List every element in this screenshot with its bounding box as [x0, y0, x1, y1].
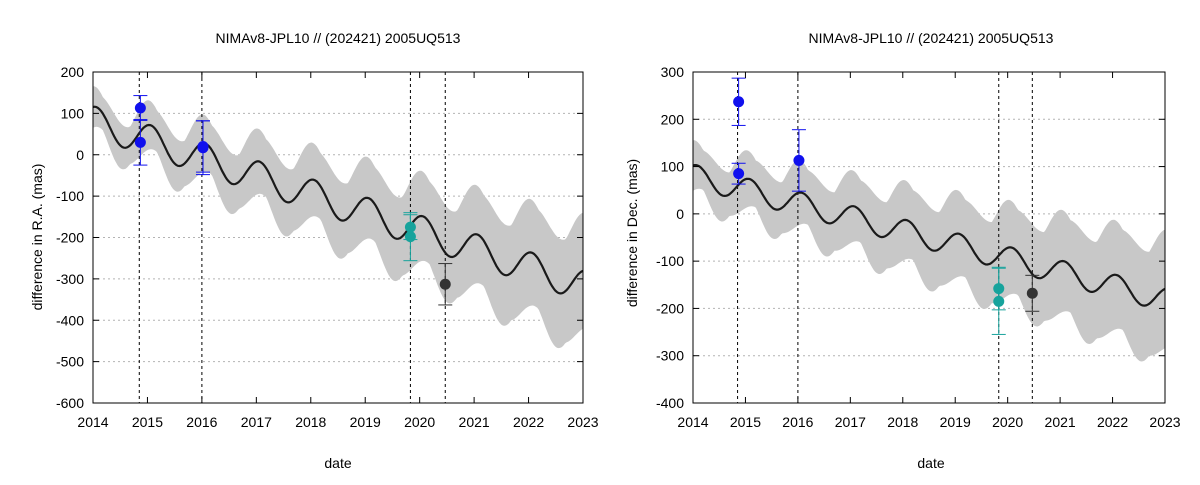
ra-x-tick-label: 2021	[459, 414, 490, 430]
ra-x-tick-label: 2014	[77, 414, 108, 430]
dec-y-axis-label: difference in Dec. (mas)	[624, 159, 640, 307]
ra-x-tick-label: 2023	[567, 414, 598, 430]
dec-y-tick-label: 200	[661, 111, 685, 127]
dec-point-blue	[793, 154, 805, 166]
dec-chart-title: NIMAv8-JPL10 // (202421) 2005UQ513	[809, 30, 1054, 46]
dec-x-tick-label: 2022	[1097, 414, 1128, 430]
ra-y-tick-label: 100	[61, 105, 85, 121]
dec-x-tick-label: 2020	[992, 414, 1023, 430]
dec-x-tick-label: 2015	[730, 414, 761, 430]
ra-model-line	[93, 105, 583, 295]
ra-data-points	[133, 95, 453, 306]
ra-chart-title: NIMAv8-JPL10 // (202421) 2005UQ513	[216, 30, 461, 46]
ra-point-teal	[404, 231, 416, 243]
dec-x-axis-label: date	[917, 455, 944, 471]
ra-x-tick-label: 2017	[241, 414, 272, 430]
dec-y-tick-label: 300	[661, 64, 685, 80]
ra-y-tick-label: 200	[61, 64, 85, 80]
ra-point-blue	[134, 102, 146, 114]
dec-plot-frame	[692, 71, 1166, 404]
dec-tick-marks: 300 200 100 0 -100 -200 -300 -400 2014 2015 2016 20…	[656, 64, 1181, 430]
ra-y-tick-label: -200	[56, 230, 84, 246]
ra-observation-lines	[138, 72, 446, 403]
dec-data-points	[731, 77, 1040, 335]
dec-y-tick-label: -300	[656, 348, 684, 364]
dec-panel: NIMAv8-JPL10 // (202421) 2005UQ513 date …	[624, 30, 1181, 471]
ra-panel: NIMAv8-JPL10 // (202421) 2005UQ513 date …	[29, 30, 599, 471]
dec-point-dark	[1026, 287, 1038, 299]
ra-x-tick-label: 2018	[295, 414, 326, 430]
ra-y-tick-label: -500	[56, 354, 84, 370]
dec-y-tick-label: 100	[661, 159, 685, 175]
dec-model-line	[693, 164, 1165, 307]
dec-y-tick-label: -100	[656, 253, 684, 269]
ra-x-tick-label: 2016	[186, 414, 217, 430]
dec-point-teal	[993, 295, 1005, 307]
dec-observation-lines	[737, 72, 1033, 403]
ra-tick-marks: 200 100 0 -100 -200 -300 -400 -500 -600 2014 2015 2…	[56, 64, 599, 430]
dec-x-tick-label: 2023	[1149, 414, 1180, 430]
ra-point-dark	[439, 278, 451, 290]
dec-x-tick-label: 2019	[940, 414, 971, 430]
ra-x-tick-label: 2022	[513, 414, 544, 430]
ra-y-tick-label: -100	[56, 188, 84, 204]
ra-point-blue	[197, 142, 209, 154]
dec-point-blue	[733, 96, 745, 108]
dec-model-curve	[693, 164, 1165, 307]
dec-uncertainty-band	[693, 140, 1165, 362]
ra-x-tick-label: 2015	[132, 414, 163, 430]
dec-x-tick-label: 2018	[887, 414, 918, 430]
dec-y-tick-label: 0	[676, 206, 684, 222]
ra-y-tick-label: -600	[56, 395, 84, 411]
dec-x-tick-label: 2014	[677, 414, 708, 430]
ra-y-tick-label: 0	[76, 147, 84, 163]
ra-point-blue	[134, 136, 146, 148]
ra-y-tick-label: -400	[56, 312, 84, 328]
dec-y-tick-label: -200	[656, 300, 684, 316]
ra-x-tick-label: 2019	[350, 414, 381, 430]
dec-band-area	[693, 140, 1165, 362]
dec-x-tick-label: 2016	[782, 414, 813, 430]
ra-y-axis-label: difference in R.A. (mas)	[29, 164, 45, 311]
dec-x-tick-label: 2017	[835, 414, 866, 430]
ra-y-tick-label: -300	[56, 271, 84, 287]
dec-y-tick-label: -400	[656, 395, 684, 411]
ra-x-tick-label: 2020	[404, 414, 435, 430]
ra-model-curve	[93, 105, 583, 295]
ra-x-axis-label: date	[324, 455, 351, 471]
dec-point-blue	[733, 168, 745, 180]
dec-x-tick-label: 2021	[1045, 414, 1076, 430]
